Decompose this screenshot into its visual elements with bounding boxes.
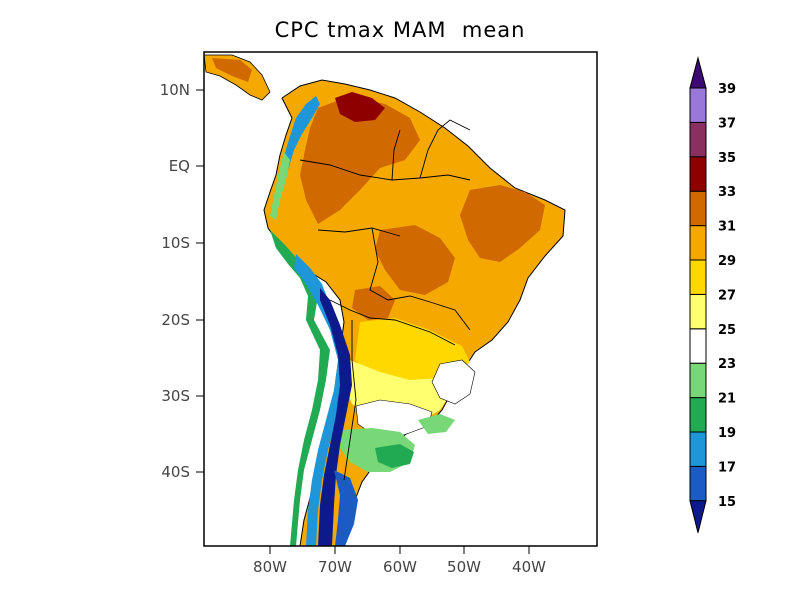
lat-label: EQ: [169, 157, 190, 175]
hot-region-east: [460, 185, 545, 262]
colorbar-label: 39: [718, 82, 736, 97]
hot-region-chaco: [352, 286, 395, 320]
map-title: CPC tmax MAM mean: [274, 18, 526, 42]
lon-label: 60W: [383, 558, 417, 576]
colorbar-label: 23: [718, 357, 736, 372]
map-field: [204, 54, 566, 546]
colorbar-segment: [689, 87, 707, 123]
colorbar-label: 21: [718, 392, 736, 407]
lon-label: 80W: [253, 558, 287, 576]
andes-cool-green: [270, 230, 330, 546]
uruguay-white: [431, 359, 476, 405]
colorbar: 15 17 19 21 23 25 27 29 31 33 35 37 39: [689, 56, 736, 533]
colorbar-segment: [689, 328, 707, 364]
colorbar-below-arrow: [689, 500, 707, 533]
colorbar-segment: [689, 190, 707, 227]
lon-label: 70W: [318, 558, 352, 576]
andes-cold-navy: [318, 288, 352, 546]
colorbar-label: 33: [718, 185, 736, 200]
colorbar-label: 19: [718, 426, 736, 441]
colorbar-label: 37: [718, 116, 736, 131]
colorbar-segment: [689, 362, 707, 399]
andes-cold-blue: [334, 470, 358, 546]
colorbar-label: 25: [718, 323, 736, 338]
colorbar-label: 17: [718, 460, 736, 475]
hot-region-north: [300, 96, 420, 224]
cool-region-uruguay: [418, 414, 455, 434]
colorbar-segment: [689, 156, 707, 192]
colorbar-segment: [689, 293, 707, 330]
lon-label: 50W: [447, 558, 481, 576]
central-america-hot: [212, 58, 252, 82]
colorbar-label: 27: [718, 288, 736, 303]
colorbar-segment: [689, 397, 707, 433]
colorbar-label: 35: [718, 151, 736, 166]
colorbar-segment: [689, 431, 707, 467]
country-borders: [299, 119, 471, 481]
lat-label: 10N: [160, 81, 190, 99]
colorbar-above-arrow: [689, 56, 707, 89]
colorbar-label: 15: [718, 495, 736, 510]
very-hot-region: [335, 92, 385, 122]
lat-label: 10S: [161, 234, 190, 252]
lon-label: 40W: [512, 558, 546, 576]
colorbar-segment: [689, 259, 707, 295]
longitude-axis: 80W 70W 60W 50W 40W: [253, 546, 546, 576]
lat-label: 40S: [161, 463, 190, 481]
colorbar-segment: [689, 121, 707, 158]
lat-label: 30S: [161, 387, 190, 405]
colorbar-segment: [689, 225, 707, 261]
latitude-axis: 10N EQ 10S 20S 30S 40S: [160, 81, 204, 481]
colorbar-segment: [689, 465, 707, 502]
lat-label: 20S: [161, 311, 190, 329]
andes-northern-green: [270, 152, 290, 220]
cool-region-darkgreen: [375, 444, 414, 468]
colorbar-label: 31: [718, 220, 736, 235]
hot-region-central: [375, 225, 455, 295]
colorbar-label: 29: [718, 254, 736, 269]
